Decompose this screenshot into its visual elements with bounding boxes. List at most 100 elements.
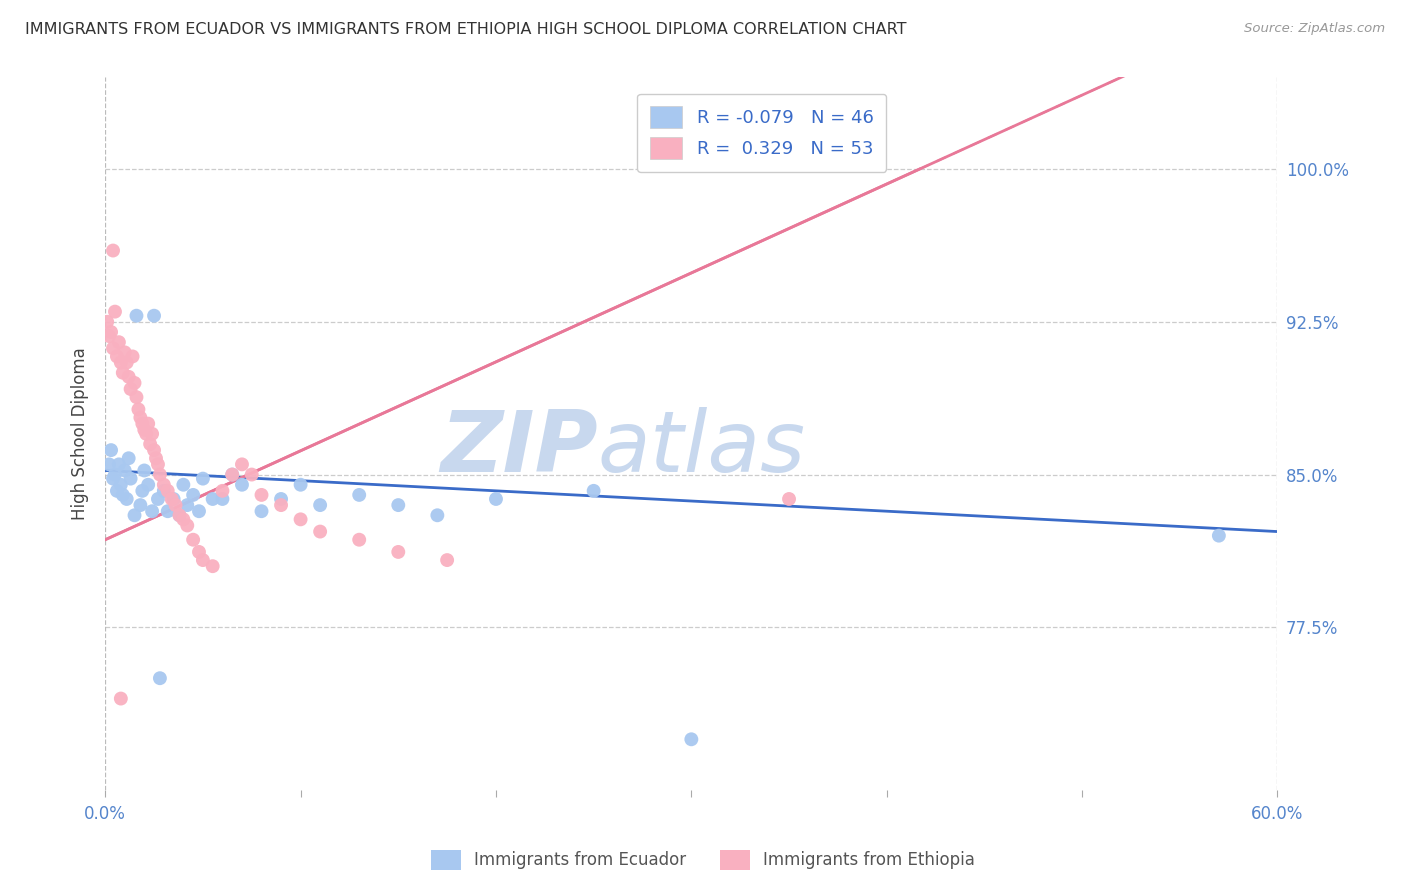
Point [231,458,253,472]
Point [105,483,128,498]
Point [125,309,148,323]
Point [426,508,449,523]
Point [172,512,194,526]
Point [1208,528,1230,542]
Point [231,477,253,491]
Point [129,410,152,425]
Point [309,524,332,539]
Point [134,423,156,437]
Point [188,504,211,518]
Text: ZIP: ZIP [440,407,598,490]
Point [290,512,312,526]
Point [149,671,172,685]
Point [387,545,409,559]
Point [169,508,191,523]
Point [191,472,214,486]
Point [156,504,179,518]
Point [270,491,292,506]
Y-axis label: High School Diploma: High School Diploma [72,348,89,520]
Point [153,483,176,498]
Point [104,467,127,482]
Point [778,491,800,506]
Point [125,390,148,404]
Point [143,443,166,458]
Point [485,491,508,506]
Text: atlas: atlas [598,407,806,490]
Point [100,325,122,339]
Point [115,491,138,506]
Legend: R = -0.079   N = 46, R =  0.329   N = 53: R = -0.079 N = 46, R = 0.329 N = 53 [637,94,886,172]
Point [101,341,124,355]
Point [172,477,194,491]
Point [135,426,157,441]
Point [211,491,233,506]
Point [149,467,172,482]
Point [124,376,146,390]
Point [211,483,233,498]
Point [162,491,184,506]
Point [181,488,204,502]
Point [250,504,273,518]
Point [98,329,121,343]
Text: IMMIGRANTS FROM ECUADOR VS IMMIGRANTS FROM ETHIOPIA HIGH SCHOOL DIPLOMA CORRELAT: IMMIGRANTS FROM ECUADOR VS IMMIGRANTS FR… [25,22,907,37]
Point [129,498,152,512]
Text: Source: ZipAtlas.com: Source: ZipAtlas.com [1244,22,1385,36]
Point [240,467,263,482]
Point [101,472,124,486]
Point [111,366,134,380]
Point [110,691,132,706]
Point [134,463,156,477]
Point [110,355,132,369]
Point [108,458,131,472]
Point [436,553,458,567]
Point [201,559,224,574]
Point [131,417,153,431]
Point [191,553,214,567]
Point [114,463,136,477]
Point [141,426,163,441]
Point [176,518,198,533]
Point [104,304,127,318]
Point [101,244,124,258]
Point [105,350,128,364]
Point [98,458,121,472]
Point [347,488,370,502]
Point [681,732,703,747]
Point [111,488,134,502]
Point [188,545,211,559]
Legend: Immigrants from Ecuador, Immigrants from Ethiopia: Immigrants from Ecuador, Immigrants from… [425,843,981,877]
Point [108,335,131,350]
Point [146,458,169,472]
Point [118,369,141,384]
Point [124,508,146,523]
Point [181,533,204,547]
Point [153,477,176,491]
Point [146,491,169,506]
Point [160,491,183,506]
Point [582,483,605,498]
Point [201,491,224,506]
Point [156,483,179,498]
Point [347,533,370,547]
Point [169,508,191,523]
Point [120,382,142,396]
Point [270,498,292,512]
Point [139,437,162,451]
Point [136,417,159,431]
Point [131,483,153,498]
Point [143,309,166,323]
Point [136,477,159,491]
Point [221,467,243,482]
Point [110,477,132,491]
Point [176,498,198,512]
Point [290,477,312,491]
Point [114,345,136,359]
Point [145,451,167,466]
Point [120,472,142,486]
Point [221,467,243,482]
Point [115,355,138,369]
Point [127,402,149,417]
Point [250,488,273,502]
Point [96,315,118,329]
Point [100,443,122,458]
